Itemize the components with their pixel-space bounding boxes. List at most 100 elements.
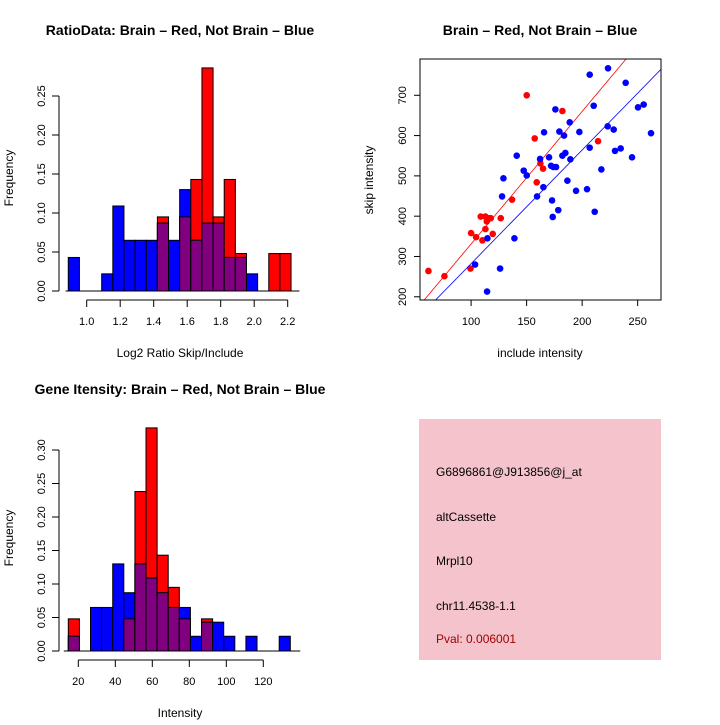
blue-point [598,166,605,173]
overlap-bar [234,256,247,292]
x-tick-label: 40 [109,676,121,688]
red-point [467,265,474,272]
blue-point [483,288,491,295]
blue-point [540,183,547,191]
blue-bar [67,256,80,292]
y-tick-label: 600 [397,126,409,144]
blue-bar [101,606,114,652]
blue-bar [90,606,103,652]
red-point [539,165,547,172]
y-tick-label: 500 [397,167,409,185]
blue-point [566,118,574,126]
y-tick-label: 0.00 [36,640,48,661]
y-tick-label: 0.05 [36,241,48,262]
blue-point [591,208,598,216]
y-tick-label: 400 [397,207,409,225]
blue-point [556,128,563,135]
blue-point [523,172,531,179]
intensity-scatter: Brain – Red, Not Brain – Blue include in… [362,22,662,360]
overlap-bar [212,222,225,292]
ratio-hist-xlabel: Log2 Ratio Skip/Include [117,346,244,360]
blue-point [567,156,574,163]
x-tick-label: 150 [517,316,535,328]
red-bar [268,253,281,292]
x-tick-label: 80 [183,676,195,688]
blue-point [548,197,556,204]
blue-point [496,265,504,272]
blue-bar [134,239,147,292]
blue-point [576,128,583,136]
ratio-histogram: RatioData: Brain – Red, Not Brain – Blue… [2,22,314,360]
red-point [482,225,489,233]
blue-bar [112,205,125,292]
blue-bar [223,635,236,652]
ratio-hist-title: RatioData: Brain – Red, Not Brain – Blue [46,22,315,38]
blue-point [586,71,593,79]
blue-bar [112,563,125,652]
x-tick-label: 1.4 [146,316,161,328]
overlap-bar [178,618,191,652]
y-tick-label: 0.20 [36,124,48,145]
overlap-bar [179,216,192,292]
overlap-bar [156,222,170,292]
blue-point [634,104,642,111]
pval-text: Pval: 0.006001 [436,632,516,646]
blue-bar [101,273,114,292]
intensity-hist-xlabel: Intensity [158,706,203,720]
blue-point [513,152,521,160]
blue-bar [278,635,291,652]
blue-point [552,163,560,171]
y-tick-label: 300 [397,247,409,265]
overlap-bar [167,606,180,652]
x-tick-label: 1.8 [213,316,228,328]
x-tick-label: 2.2 [280,316,295,328]
blue-point [552,106,559,113]
blue-point [583,185,591,193]
blue-bar [245,273,259,292]
y-tick-label: 0.10 [36,202,48,223]
overlap-bar [223,256,236,292]
scatter-title: Brain – Red, Not Brain – Blue [443,22,638,38]
y-tick-label: 0.15 [36,163,48,184]
y-tick-label: 700 [397,86,409,104]
x-tick-label: 1.6 [180,316,195,328]
blue-point [560,132,568,139]
x-tick-label: 250 [628,316,646,328]
x-tick-label: 100 [462,316,480,328]
intensity-hist-title: Gene Itensity: Brain – Red, Not Brain – … [35,381,326,397]
overlap-bar [67,635,80,652]
y-tick-label: 0.10 [36,573,48,594]
red-point [487,214,495,222]
red-point [489,230,497,238]
y-tick-label: 0.05 [36,607,48,628]
ratio-hist-ylabel: Frequency [2,150,16,207]
red-point [594,137,602,145]
overlap-bar [201,621,214,652]
red-point [523,91,531,99]
blue-point [511,235,518,242]
plot-box [419,58,662,301]
blue-point [545,154,553,161]
overlap-bar [201,222,214,292]
gene-name: Mrpl10 [436,554,473,568]
blue-point [484,235,491,242]
probe-id: G6896861@J913856@j_at [436,465,582,479]
blue-point [611,147,619,155]
y-tick-label: 0.25 [36,85,48,106]
y-tick-label: 0.15 [36,540,48,561]
blue-point [590,102,597,110]
red-point [425,267,432,275]
blue-fit-line [435,69,661,300]
x-tick-label: 100 [217,676,235,688]
red-point [531,135,539,142]
x-tick-label: 60 [146,676,158,688]
scatter-xlabel: include intensity [497,346,582,360]
blue-point [520,167,528,174]
blue-bar [189,635,203,652]
x-tick-label: 1.0 [79,316,94,328]
blue-point [572,187,580,195]
blue-bar [168,239,181,292]
overlap-bar [134,563,147,652]
blue-point [586,144,593,151]
red-point [508,196,516,203]
